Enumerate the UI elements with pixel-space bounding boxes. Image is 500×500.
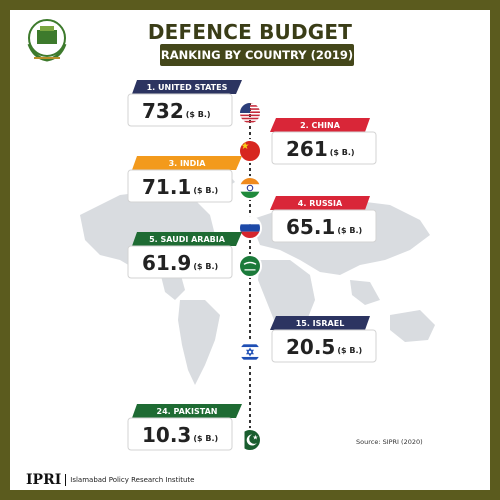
rank-label-tab	[270, 118, 370, 132]
footer-logo-text: IPRI	[26, 472, 62, 488]
budget-value: 261	[286, 137, 328, 161]
footer-divider	[65, 474, 67, 486]
rank-label: 4. RUSSIA	[298, 199, 343, 208]
rank-label: 2. CHINA	[300, 121, 341, 130]
source-note: Source: SIPRI (2020)	[356, 438, 423, 446]
subtitle-banner: RANKING BY COUNTRY (2019)	[160, 44, 354, 66]
rank-label-tab	[132, 80, 242, 94]
budget-value: 732	[142, 99, 184, 123]
budget-value: 10.3	[142, 423, 191, 447]
budget-unit: ($ B.)	[193, 434, 218, 443]
value-card	[271, 209, 377, 243]
page-title: DEFENCE BUDGET	[147, 20, 353, 44]
entry-russia: 4. RUSSIA 65.1 ($ B.)	[238, 196, 377, 243]
budget-value: 71.1	[142, 175, 191, 199]
entry-saudi-arabia: 5. SAUDI ARABIA 61.9 ($ B.)	[127, 232, 262, 279]
entry-china: 2. CHINA 261 ($ B.) ★	[238, 118, 377, 165]
budget-value: 61.9	[142, 251, 191, 275]
flag-china-icon: ★	[238, 139, 262, 163]
svg-text:★: ★	[252, 433, 258, 441]
flag-saudi-arabia-icon	[238, 254, 262, 278]
rank-label: 5. SAUDI ARABIA	[149, 235, 226, 244]
value-card	[127, 93, 233, 127]
rank-label: 15. ISRAEL	[296, 319, 345, 328]
ipri-emblem-icon	[27, 19, 67, 62]
value-card	[127, 169, 233, 203]
entry-united-states: 1. UNITED STATES 732 ($ B.)	[127, 80, 262, 127]
budget-unit: ($ B.)	[186, 110, 211, 119]
flag-pakistan-icon: ★	[238, 428, 262, 452]
value-card	[271, 131, 377, 165]
footer: IPRI Islamabad Policy Research Institute	[26, 472, 195, 488]
budget-unit: ($ B.)	[337, 346, 362, 355]
budget-unit: ($ B.)	[337, 226, 362, 235]
budget-unit: ($ B.)	[193, 262, 218, 271]
flag-russia-icon	[238, 216, 262, 240]
entry-india: 3. INDIA 71.1 ($ B.)	[127, 156, 262, 203]
rank-label-tab	[132, 404, 242, 418]
flag-israel-icon	[238, 340, 262, 364]
rank-label-tab	[132, 156, 242, 170]
rank-label-tab	[270, 196, 370, 210]
rank-label-tab	[270, 316, 370, 330]
footer-institute-name: Islamabad Policy Research Institute	[70, 476, 195, 484]
budget-value: 65.1	[286, 215, 335, 239]
infographic-canvas: DEFENCE BUDGET RANKING BY COUNTRY (2019)…	[10, 10, 490, 490]
rank-label: 1. UNITED STATES	[147, 83, 228, 92]
budget-unit: ($ B.)	[330, 148, 355, 157]
entry-pakistan: 24. PAKISTAN 10.3 ($ B.) ★	[127, 404, 262, 452]
budget-unit: ($ B.)	[193, 186, 218, 195]
rank-label: 3. INDIA	[169, 159, 207, 168]
value-card	[127, 245, 233, 279]
flag-usa-icon	[238, 101, 262, 125]
value-card	[127, 417, 233, 451]
flag-india-icon	[238, 176, 262, 200]
rank-label: 24. PAKISTAN	[157, 407, 218, 416]
page-subtitle: RANKING BY COUNTRY (2019)	[160, 48, 354, 62]
rank-label-tab	[132, 232, 242, 246]
budget-value: 20.5	[286, 335, 335, 359]
svg-text:★: ★	[241, 141, 250, 152]
entry-israel: 15. ISRAEL 20.5 ($ B.)	[238, 316, 377, 364]
value-card	[271, 329, 377, 363]
